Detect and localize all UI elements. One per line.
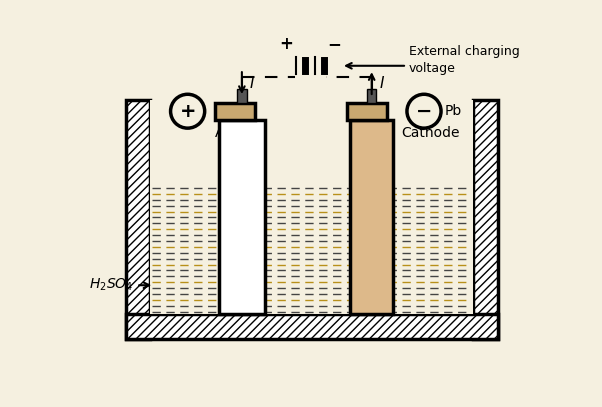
Text: I: I xyxy=(250,76,254,91)
Text: +: + xyxy=(179,102,196,121)
Circle shape xyxy=(407,94,441,128)
Bar xyxy=(473,101,498,339)
Bar xyxy=(347,103,387,120)
Text: External charging
voltage: External charging voltage xyxy=(409,46,520,75)
Bar xyxy=(126,101,150,339)
Text: Cathode: Cathode xyxy=(401,126,459,140)
Bar xyxy=(237,89,247,103)
Circle shape xyxy=(170,94,205,128)
Text: I: I xyxy=(379,76,384,91)
Bar xyxy=(150,101,473,315)
Text: $H_2SO_4$: $H_2SO_4$ xyxy=(89,277,149,293)
Bar xyxy=(219,120,265,315)
Text: −: − xyxy=(416,102,432,121)
Bar xyxy=(367,89,376,103)
Bar xyxy=(215,103,255,120)
Text: +: + xyxy=(279,35,293,53)
Bar xyxy=(350,120,393,315)
Text: Pb: Pb xyxy=(445,104,462,118)
Text: −: − xyxy=(327,35,341,53)
Bar xyxy=(126,315,498,339)
Text: Anode: Anode xyxy=(215,126,259,140)
